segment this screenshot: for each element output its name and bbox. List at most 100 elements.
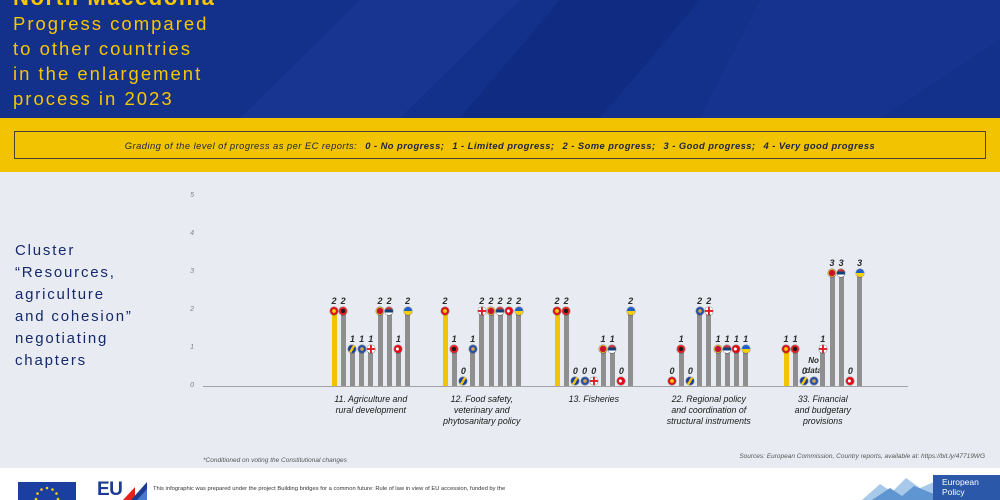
bar (724, 348, 730, 386)
cluster-label-line: negotiating (15, 330, 109, 347)
grading-intro: Grading of the level of progress as per … (124, 139, 358, 151)
flag-icon (339, 307, 348, 315)
bar (563, 310, 569, 386)
grade-2: 2 - Some progress; (562, 139, 656, 151)
flag-icon (782, 345, 790, 353)
flag-icon (450, 345, 459, 353)
value-label: 3 (838, 258, 844, 268)
flag-icon (589, 377, 598, 385)
value-label: No data (805, 356, 822, 375)
flag-icon (357, 345, 366, 353)
flag-icon (818, 345, 827, 353)
value-label: 3 (829, 258, 835, 268)
value-label: 2 (697, 296, 703, 306)
cluster-label-line: chapters (15, 352, 87, 369)
bar (479, 310, 485, 386)
bar (377, 310, 383, 386)
grade-3: 3 - Good progress; (663, 139, 756, 151)
value-label: 1 (724, 334, 730, 344)
cluster-label: Cluster “Resources, agriculture and cohe… (15, 240, 133, 372)
flag-icon (677, 345, 686, 353)
flag-icon (553, 307, 561, 315)
value-label: 2 (506, 296, 512, 306)
flag-icon (348, 345, 357, 353)
flag-icon (668, 377, 676, 385)
bar (715, 348, 721, 386)
flag-icon (376, 307, 384, 315)
value-label: 2 (386, 296, 392, 306)
value-label: 2 (706, 296, 712, 306)
y-tick-label: 2 (190, 306, 194, 313)
eu-logo: EU (97, 480, 149, 500)
bar (609, 348, 615, 386)
header: North Macedonia Progress compared to oth… (0, 0, 1000, 118)
cluster-label-line: and cohesion” (15, 308, 133, 325)
value-label: 1 (715, 334, 721, 344)
value-label: 3 (857, 258, 863, 268)
title-line: in the enlargement (13, 63, 203, 84)
bar (395, 348, 401, 386)
bar (349, 348, 355, 386)
bar (838, 272, 844, 386)
footer: EU This infographic was prepared under t… (0, 468, 1000, 500)
bar (368, 348, 374, 386)
bar (359, 348, 365, 386)
bar (600, 348, 606, 386)
bar (829, 272, 835, 386)
value-label: 1 (733, 334, 739, 344)
category-label: 11. Agriculture and rural development (334, 394, 408, 415)
cluster-label-line: “Resources, (15, 264, 116, 281)
value-label: 0 (669, 366, 675, 376)
y-tick-label: 3 (190, 268, 194, 275)
flag-icon (571, 377, 580, 385)
chart-panel: Cluster “Resources, agriculture and cohe… (0, 172, 1000, 468)
title-line: Progress compared (13, 13, 209, 34)
flag-icon (514, 307, 523, 315)
value-label: 1 (359, 334, 365, 344)
flag-icon (732, 345, 741, 353)
flag-icon (855, 269, 864, 277)
value-label: 0 (582, 366, 588, 376)
cluster-label-line: agriculture (15, 286, 105, 303)
bar (442, 310, 448, 386)
bar (857, 272, 863, 386)
value-label: 1 (820, 334, 826, 344)
value-label: 1 (600, 334, 606, 344)
value-label: 2 (340, 296, 346, 306)
bar (451, 348, 457, 386)
value-label: 2 (405, 296, 411, 306)
epi-logo-line: Policy (942, 487, 965, 497)
bar (706, 310, 712, 386)
bar (697, 310, 703, 386)
cluster-label-line: Cluster (15, 242, 76, 259)
flag-icon (800, 377, 809, 385)
value-label: 2 (377, 296, 383, 306)
eu-flag-icon (18, 482, 76, 500)
flag-icon (608, 345, 617, 353)
flag-icon (468, 345, 477, 353)
page-title: Progress compared to other countries in … (13, 11, 208, 111)
bar (405, 310, 411, 386)
bar (340, 310, 346, 386)
value-label: 2 (479, 296, 485, 306)
flag-icon (580, 377, 589, 385)
flag-icon (394, 345, 403, 353)
flag-icon (837, 269, 846, 277)
flag-icon (487, 307, 495, 315)
grade-0: 0 - No progress; (365, 139, 445, 151)
value-label: 0 (847, 366, 853, 376)
value-label: 0 (801, 366, 807, 376)
bar (488, 310, 494, 386)
bar (783, 348, 789, 386)
value-label: 1 (368, 334, 374, 344)
bar (331, 310, 337, 386)
bar (554, 310, 560, 386)
flag-icon (505, 307, 514, 315)
bar (497, 310, 503, 386)
value-label: 0 (460, 366, 466, 376)
bar (792, 348, 798, 386)
value-label: 2 (331, 296, 337, 306)
bar (733, 348, 739, 386)
value-label: 2 (628, 296, 634, 306)
sources-note: Sources: European Commission, Country re… (739, 453, 985, 460)
